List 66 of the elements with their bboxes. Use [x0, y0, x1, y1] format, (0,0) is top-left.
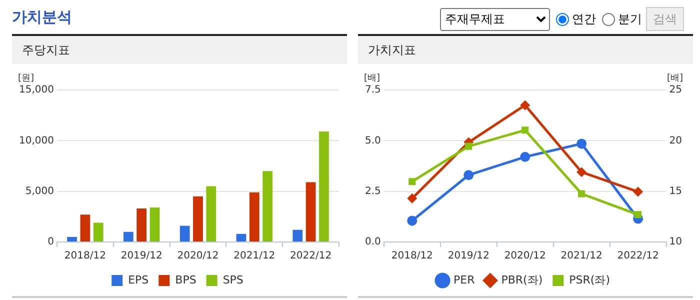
point — [576, 167, 587, 178]
bar — [67, 236, 77, 242]
bar — [93, 222, 104, 242]
bar — [292, 230, 303, 242]
bar — [262, 171, 272, 242]
text: 주재무제표 — [440, 8, 550, 30]
y2-tick-label: 10 — [669, 236, 682, 248]
bar — [206, 186, 216, 242]
point — [465, 142, 472, 150]
legend-label: PER — [454, 273, 476, 286]
bar — [319, 132, 329, 242]
x-tick-label: 2021/12 — [234, 250, 276, 262]
point — [407, 193, 418, 204]
y-tick-label: 7.5 — [364, 84, 381, 96]
y-tick-label: 10,000 — [18, 135, 54, 146]
x-tick-label: 2019/12 — [448, 250, 490, 262]
point — [634, 211, 642, 218]
legend-label: PSR(좌) — [569, 273, 610, 286]
x-tick-label: 2018/12 — [391, 250, 433, 262]
point — [407, 216, 418, 226]
legend-label: BPS — [175, 273, 196, 286]
point — [408, 178, 416, 186]
x-tick-label: 2020/12 — [504, 250, 546, 262]
y2-tick-label: 25 — [669, 84, 682, 96]
bar — [80, 214, 90, 242]
bar — [306, 182, 316, 242]
y-tick-label: 15,000 — [18, 84, 54, 96]
y-axis-title: [배] — [364, 73, 380, 84]
point — [520, 100, 530, 110]
y-tick-label: 0.0 — [364, 236, 381, 248]
point — [578, 190, 586, 198]
x-tick-label: 2020/12 — [177, 250, 219, 262]
point — [633, 186, 644, 197]
bar — [150, 208, 160, 242]
text: 가치분석 — [12, 8, 72, 27]
bar — [136, 208, 147, 242]
bar — [193, 196, 203, 242]
y2-tick-label: 20 — [669, 135, 682, 146]
y-tick-label: 2.5 — [364, 186, 381, 197]
y2-tick-label: 15 — [669, 186, 682, 197]
point — [576, 138, 587, 149]
bar — [124, 232, 134, 242]
y2-axis-title: [배] — [666, 73, 683, 84]
y-tick-label: 0 — [48, 236, 54, 248]
text: 검색 — [646, 7, 684, 31]
x-tick-label: 2021/12 — [560, 250, 602, 262]
x-tick-label: 2018/12 — [64, 250, 106, 262]
x-tick-label: 2019/12 — [120, 250, 162, 262]
text: 분기 — [617, 10, 642, 28]
legend-label: SPS — [222, 273, 244, 286]
bar — [180, 226, 190, 242]
legend-label: EPS — [128, 273, 149, 286]
point — [522, 126, 529, 134]
bar — [236, 234, 246, 242]
y-axis-title: [원] — [18, 73, 34, 84]
chart-title: 주당지표 — [12, 34, 347, 64]
legend-label: PBR(좌) — [501, 273, 543, 286]
y-tick-label: 5.0 — [364, 135, 381, 146]
point — [464, 170, 474, 180]
text: 연간 — [571, 10, 596, 28]
y-tick-label: 5,000 — [25, 186, 54, 197]
x-tick-label: 2022/12 — [617, 250, 659, 262]
x-tick-label: 2022/12 — [290, 250, 332, 262]
point — [520, 152, 530, 162]
chart-title: 가치지표 — [358, 34, 693, 64]
bar — [249, 192, 260, 242]
